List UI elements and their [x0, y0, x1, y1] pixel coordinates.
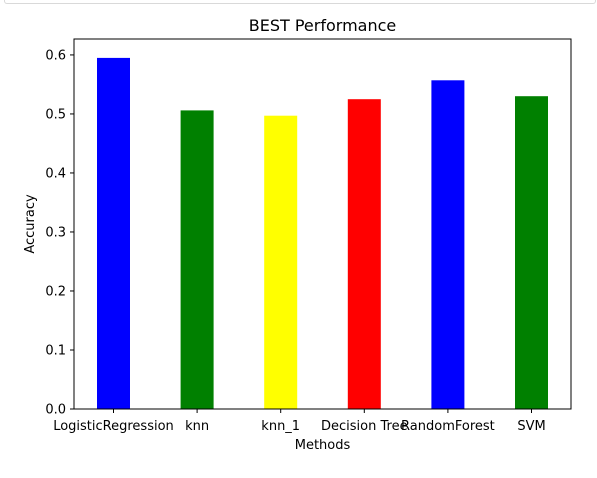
x-tick-label: knn_1: [261, 419, 300, 434]
bar-1: [180, 110, 214, 410]
bars-group: [97, 57, 548, 410]
window-top-frame: [4, 0, 596, 4]
chart-title: BEST Performance: [249, 16, 397, 35]
y-tick-label: 0.0: [45, 403, 66, 418]
x-tick-label: knn: [185, 419, 209, 434]
bar-0: [97, 57, 130, 410]
y-axis-label: Accuracy: [23, 194, 38, 254]
x-axis-label: Methods: [295, 438, 351, 453]
x-tick-label: Decision Tree: [321, 419, 408, 434]
y-tick-label: 0.6: [45, 48, 66, 63]
x-tick-label: RandomForest: [401, 419, 495, 434]
y-tick-label: 0.3: [45, 225, 66, 240]
x-axis: LogisticRegression knn knn_1 Decision TreeR…: [53, 409, 546, 434]
x-tick-label: LogisticRegression: [53, 419, 174, 434]
bar-2: [264, 115, 298, 409]
bar-4: [431, 80, 465, 410]
bar-5: [515, 96, 548, 409]
y-tick-label: 0.4: [45, 166, 66, 181]
y-tick-label: 0.2: [45, 284, 66, 299]
y-axis: 0.0 0.1 0.2 0.3 0.4 0.5 0.6: [45, 48, 74, 418]
y-tick-label: 0.1: [45, 343, 66, 358]
bar-3: [347, 99, 381, 409]
plot-area-frame: [73, 38, 572, 410]
x-tick-label: SVM: [517, 419, 545, 434]
y-tick-label: 0.5: [45, 107, 66, 122]
